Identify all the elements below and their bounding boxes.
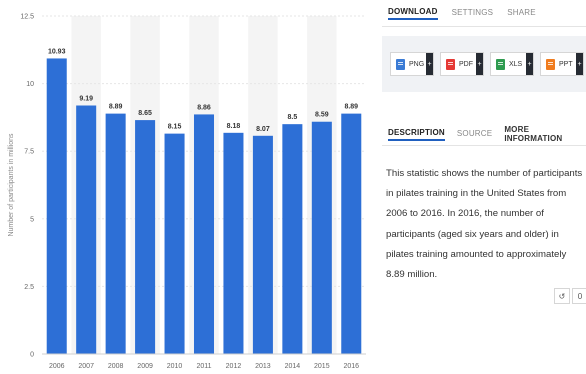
x-tick-label: 2012 xyxy=(226,363,242,370)
bar xyxy=(311,121,332,354)
bar xyxy=(46,58,67,355)
plus-icon: + xyxy=(576,53,583,75)
tab-download[interactable]: DOWNLOAD xyxy=(388,7,438,20)
download-pdf-button[interactable]: PDF + xyxy=(440,52,484,76)
bar-value-label: 8.15 xyxy=(168,124,182,131)
download-tabs: DOWNLOAD SETTINGS SHARE xyxy=(382,0,586,26)
x-tick-label: 2009 xyxy=(137,363,153,370)
chart-area: 0 2.5 5 7.5 10 12.5 Number of participants in … xyxy=(8,14,366,370)
bar xyxy=(341,113,362,354)
bar xyxy=(135,120,156,354)
download-ppt-label: PPT xyxy=(559,60,573,68)
bar-value-label: 10.93 xyxy=(48,48,66,55)
download-png-label: PNG xyxy=(409,60,425,68)
ppt-file-icon xyxy=(546,58,555,70)
y-tick-label: 12.5 xyxy=(20,14,34,21)
download-box: PNG + PDF + XLS + PPT + xyxy=(382,36,586,92)
pdf-file-icon xyxy=(446,58,455,70)
download-png-button[interactable]: PNG + xyxy=(390,52,434,76)
download-xls-button[interactable]: XLS + xyxy=(490,52,534,76)
bar xyxy=(223,132,244,354)
plus-icon: + xyxy=(426,53,433,75)
zero-button[interactable]: 0 xyxy=(572,288,586,304)
bar-value-label: 8.5 xyxy=(287,114,297,121)
y-tick-label: 10 xyxy=(26,81,34,88)
bar-chart: 0 2.5 5 7.5 10 12.5 Number of participants in … xyxy=(8,14,366,370)
bar xyxy=(76,105,97,354)
x-tick-label: 2013 xyxy=(255,363,271,370)
x-tick-label: 2008 xyxy=(108,363,124,370)
bar xyxy=(105,113,126,354)
download-pdf-label: PDF xyxy=(459,60,473,68)
download-xls-label: XLS xyxy=(509,60,523,68)
x-tick-label: 2011 xyxy=(196,363,211,370)
bar-value-label: 8.89 xyxy=(344,104,358,111)
refresh-icon: ↺ xyxy=(558,291,566,301)
bar xyxy=(164,133,185,354)
tab-settings[interactable]: SETTINGS xyxy=(451,7,494,17)
refresh-button[interactable]: ↺ xyxy=(554,288,570,304)
x-tick-label: 2016 xyxy=(343,363,359,370)
bar xyxy=(282,124,303,354)
bar-value-label: 8.86 xyxy=(197,104,211,111)
y-axis-label: Number of participants in millions xyxy=(8,133,15,237)
png-file-icon xyxy=(396,58,405,70)
x-tick-label: 2006 xyxy=(49,363,65,370)
tab-more-information[interactable]: MORE INFORMATION xyxy=(504,124,563,143)
side-panel: DOWNLOAD SETTINGS SHARE PNG + PDF + XLS … xyxy=(382,0,586,374)
bar-value-label: 8.18 xyxy=(227,123,241,130)
tab-description[interactable]: DESCRIPTION xyxy=(388,128,445,141)
x-tick-label: 2010 xyxy=(167,363,183,370)
xls-file-icon xyxy=(496,58,505,70)
plus-icon: + xyxy=(476,53,483,75)
tab-source[interactable]: SOURCE xyxy=(456,129,493,138)
description-text: This statistic shows the number of parti… xyxy=(386,168,583,281)
bar xyxy=(193,114,215,354)
tab-share[interactable]: SHARE xyxy=(507,7,536,17)
info-tabs: DESCRIPTION SOURCE MORE INFORMATION xyxy=(382,124,586,146)
bar-value-label: 9.19 xyxy=(79,96,93,103)
bar-value-label: 8.89 xyxy=(109,104,123,111)
tabs-divider xyxy=(382,26,586,27)
bar-value-label: 8.07 xyxy=(256,126,270,133)
bar-value-label: 8.59 xyxy=(315,112,329,119)
x-tick-label: 2014 xyxy=(285,363,301,370)
plus-icon: + xyxy=(526,53,533,75)
x-tick-label: 2015 xyxy=(314,363,330,370)
zero-icon: 0 xyxy=(577,291,583,301)
y-tick-label: 0 xyxy=(30,352,34,359)
bar-value-label: 8.65 xyxy=(138,110,152,117)
y-tick-label: 7.5 xyxy=(24,149,34,156)
download-ppt-button[interactable]: PPT + xyxy=(540,52,584,76)
y-tick-label: 5 xyxy=(30,216,34,223)
y-tick-label: 2.5 xyxy=(24,284,34,291)
bar xyxy=(252,135,273,354)
x-tick-label: 2007 xyxy=(78,363,94,370)
